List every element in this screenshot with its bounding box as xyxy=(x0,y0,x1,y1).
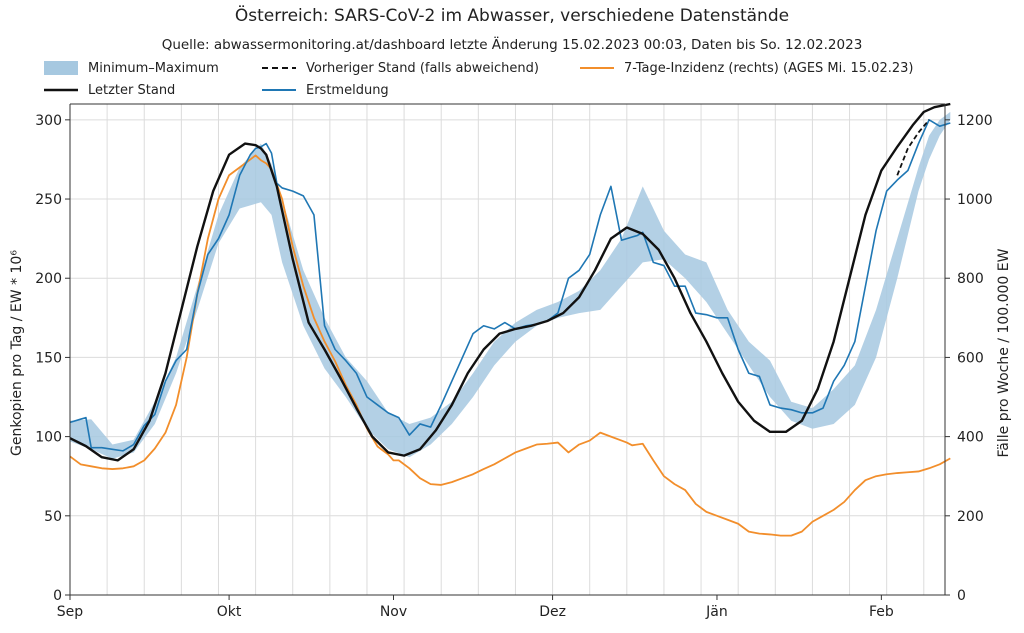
y-axis-label-right: Fälle pro Woche / 100.000 EW xyxy=(996,248,1012,457)
y-tick-label-left: 300 xyxy=(35,113,62,129)
y-tick-label-left: 250 xyxy=(35,192,62,208)
x-tick-label: Okt xyxy=(217,604,242,620)
legend-item-min-max: Minimum–Maximum xyxy=(44,58,219,78)
y-tick-label-left: 50 xyxy=(44,509,62,525)
y-tick-label-right: 600 xyxy=(957,350,984,366)
y-tick-label-right: 0 xyxy=(957,588,966,604)
axes: 0 50 100 150 200 250 300 0 200 400 600 800 1000 1200 S… xyxy=(35,103,993,620)
legend-label: Erstmeldung xyxy=(306,82,389,98)
legend-label: Letzter Stand xyxy=(88,82,176,98)
first-report-line xyxy=(69,119,951,452)
y-axis-label-left: Genkopien pro Tag / EW * 10⁶ xyxy=(9,250,25,456)
x-tick-label: Nov xyxy=(380,604,407,620)
legend-swatch-black xyxy=(44,88,78,92)
legend-swatch-band xyxy=(44,61,78,75)
y-tick-label-left: 100 xyxy=(35,430,62,446)
y-tick-label-left: 0 xyxy=(53,588,62,604)
x-tick-label: Feb xyxy=(869,604,894,620)
legend-swatch-dashed xyxy=(262,67,296,69)
legend-item-previous: Vorheriger Stand (falls abweichend) xyxy=(262,58,539,78)
min-max-area xyxy=(70,111,951,459)
legend-swatch-blue xyxy=(262,89,296,91)
y-tick-label-right: 400 xyxy=(957,430,984,446)
chart-title: Österreich: SARS-CoV-2 im Abwasser, vers… xyxy=(234,6,790,26)
chart-subtitle: Quelle: abwassermonitoring.at/dashboard … xyxy=(161,37,863,53)
legend-swatch-orange xyxy=(580,67,614,69)
x-tick-label: Sep xyxy=(57,604,84,620)
legend-label: 7-Tage-Inzidenz (rechts) (AGES Mi. 15.02… xyxy=(624,60,914,76)
previous-line xyxy=(896,119,930,176)
legend-item-incidence: 7-Tage-Inzidenz (rechts) (AGES Mi. 15.02… xyxy=(580,58,913,78)
min-max-band xyxy=(70,111,951,459)
x-tick-label: Dez xyxy=(539,604,566,620)
latest-line xyxy=(69,102,951,462)
series-lines xyxy=(69,102,951,537)
y-tick-label-right: 1000 xyxy=(957,192,993,208)
legend-item-first: Erstmeldung xyxy=(262,80,389,100)
y-tick-label-right: 1200 xyxy=(957,113,993,129)
legend: Minimum–Maximum Vorheriger Stand (falls … xyxy=(44,58,964,102)
legend-label: Minimum–Maximum xyxy=(88,60,219,76)
y-tick-label-left: 150 xyxy=(35,350,62,366)
legend-item-latest: Letzter Stand xyxy=(44,80,175,100)
y-tick-label-right: 200 xyxy=(957,509,984,525)
y-tick-label-left: 200 xyxy=(35,271,62,287)
y-tick-label-right: 800 xyxy=(957,271,984,287)
x-tick-label: Jän xyxy=(705,604,728,620)
incidence-line xyxy=(69,154,951,537)
legend-label: Vorheriger Stand (falls abweichend) xyxy=(306,60,539,76)
